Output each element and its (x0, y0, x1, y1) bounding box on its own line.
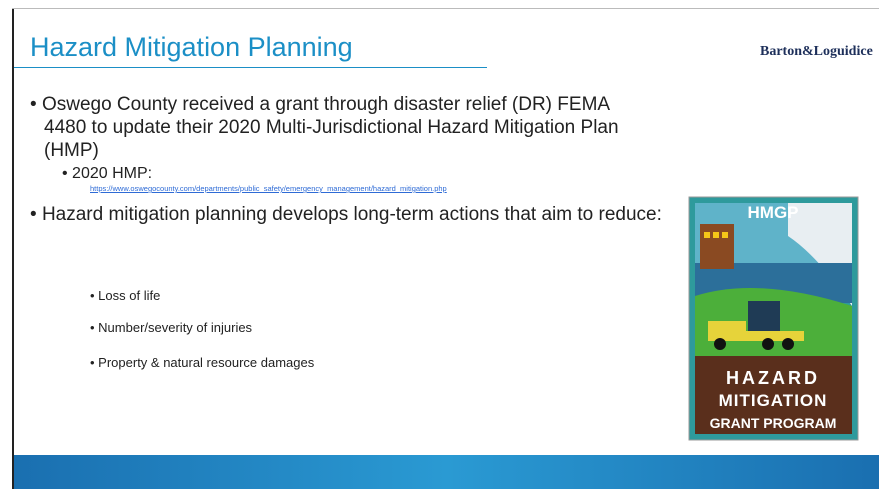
truck-bed (744, 331, 804, 341)
link[interactable]: https://www.oswegocounty.com/departments… (90, 184, 447, 193)
badge-text: HMGP (748, 203, 799, 222)
logo-text: MITIGATION (719, 391, 828, 410)
bullet: Oswego County received a grant through d… (30, 93, 624, 162)
title-rule (14, 67, 487, 68)
bullet: Hazard mitigation planning develops long… (30, 203, 684, 226)
truck-cab (708, 321, 746, 341)
hmgp-logo: HMGP HAZARD MITIGATION GRANT PROGRAM (688, 196, 859, 441)
sub-bullet: Property & natural resource damages (90, 355, 314, 370)
sub-bullet: Loss of life (90, 288, 160, 303)
footer-band (14, 455, 879, 489)
sub-bullet: 2020 HMP: (62, 165, 152, 183)
title: Hazard Mitigation Planning (30, 32, 353, 63)
frame (12, 8, 14, 489)
logo-text: GRANT PROGRAM (710, 415, 837, 431)
frame (12, 8, 879, 9)
house (748, 301, 780, 331)
slide: Hazard Mitigation Planning Barton&Loguid… (0, 0, 879, 489)
building (700, 224, 734, 269)
sub-bullet: Number/severity of injuries (90, 320, 252, 335)
logo-text: HAZARD (726, 368, 820, 388)
company-logo: Barton&Loguidice (760, 44, 873, 60)
